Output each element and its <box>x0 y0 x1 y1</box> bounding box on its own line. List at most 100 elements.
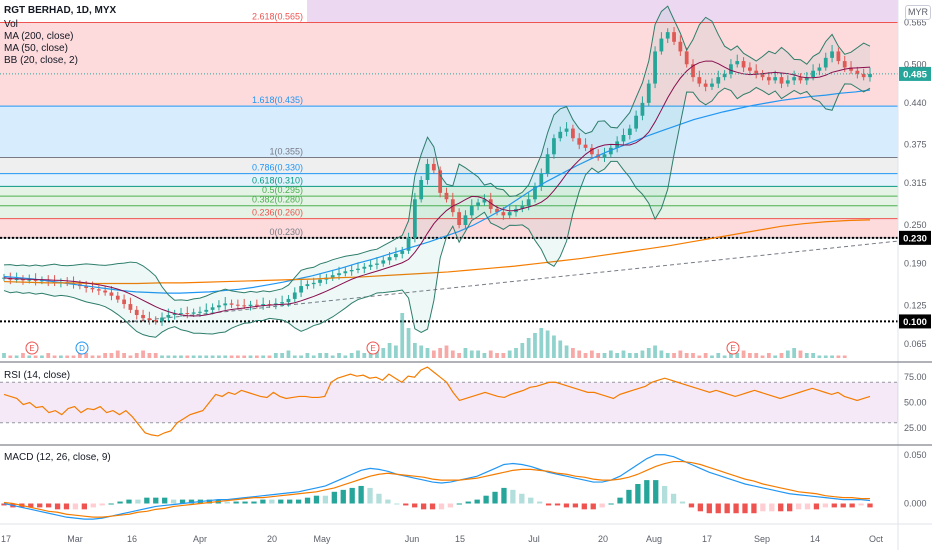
candle-body <box>634 115 638 129</box>
volume-bar <box>469 350 474 358</box>
volume-bar <box>299 355 303 358</box>
macd-signal-line <box>3 460 870 518</box>
candle-body <box>122 299 126 305</box>
event-marker <box>366 341 380 355</box>
volume-bar <box>356 350 360 358</box>
macd-histogram-bar <box>662 485 668 504</box>
macd-histogram-bar <box>742 503 748 514</box>
candle-body <box>261 304 266 306</box>
volume-bar <box>589 350 594 358</box>
macd-histogram-bar <box>724 503 730 514</box>
legend-ma200: MA (200, close) <box>4 31 74 42</box>
macd-histogram-bar <box>412 503 418 508</box>
candle-body <box>394 253 398 258</box>
time-tick-label: 15 <box>455 534 465 544</box>
macd-histogram-bar <box>322 495 329 504</box>
volume-bar <box>577 350 582 358</box>
candle-body <box>286 298 291 303</box>
fib-label: 1.618(0.435) <box>252 95 303 105</box>
macd-histogram-bar <box>697 503 704 512</box>
candle-body <box>577 138 582 145</box>
candle-body <box>476 202 480 206</box>
candle-body <box>191 312 196 314</box>
volume-bar <box>128 355 133 358</box>
macd-histogram-bar <box>54 503 61 510</box>
volume-bar <box>261 355 266 358</box>
macd-histogram-bar <box>367 487 373 504</box>
candle-body <box>539 173 544 187</box>
candle-body <box>463 215 468 225</box>
volume-bar <box>545 330 550 358</box>
candle-body <box>571 128 575 139</box>
macd-tick-label: 0.000 <box>904 499 927 509</box>
macd-histogram-bar <box>831 503 837 508</box>
currency-label[interactable]: MYR <box>905 5 931 20</box>
candle-body <box>488 199 493 209</box>
last-price-label: 0.485 <box>903 69 927 80</box>
candle-body <box>273 303 278 305</box>
macd-histogram-bar <box>733 503 739 514</box>
candle-body <box>703 83 708 87</box>
candle-body <box>830 51 834 58</box>
volume-bar <box>558 340 563 358</box>
candle-body <box>710 83 714 87</box>
price-tick-label: 0.440 <box>904 98 927 108</box>
macd-histogram-bar <box>81 503 88 510</box>
macd-histogram-bar <box>795 503 802 510</box>
volume-bar <box>153 353 158 358</box>
candle-body <box>672 32 676 42</box>
macd-histogram-bar <box>617 497 623 504</box>
macd-histogram-bar <box>706 503 712 514</box>
candle-body <box>299 286 303 293</box>
volume-bar <box>760 355 765 358</box>
macd-histogram-bar <box>492 491 498 504</box>
candle-body <box>722 73 727 78</box>
volume-bar <box>779 353 784 358</box>
volume-bar <box>634 353 638 358</box>
symbol-title: RGT BERHAD, 1D, MYX <box>4 5 117 16</box>
candle-body <box>552 138 556 155</box>
volume-bar <box>381 348 386 358</box>
macd-histogram-bar <box>313 495 320 504</box>
price-tick-label: 0.375 <box>904 140 927 150</box>
volume-bar <box>754 353 759 358</box>
volume-bar <box>419 345 424 358</box>
volume-bar <box>14 355 19 358</box>
volume-bar <box>457 353 462 358</box>
candle-body <box>741 61 746 68</box>
candle-body <box>589 147 594 155</box>
volume-bar <box>482 353 487 358</box>
volume-bar <box>514 348 518 358</box>
rsi-tick-label: 75.00 <box>904 372 927 382</box>
event-marker-label: E <box>370 344 375 353</box>
volume-bar <box>602 353 607 358</box>
candle-body <box>469 205 474 216</box>
macd-histogram-bar <box>90 503 96 508</box>
candle-body <box>229 303 234 305</box>
volume-bar <box>46 353 51 358</box>
macd-histogram-bar <box>510 489 516 504</box>
candle-body <box>172 313 177 315</box>
last-price-badge <box>899 66 931 81</box>
volume-bar <box>520 343 525 358</box>
candle-body <box>33 279 38 281</box>
candle-body <box>495 208 499 213</box>
candle-body <box>368 264 373 267</box>
volume-bar <box>191 355 196 358</box>
volume-bar <box>109 353 114 358</box>
candle-body <box>425 163 430 180</box>
macd-histogram-bar <box>233 501 239 504</box>
macd-histogram-bar <box>45 503 52 508</box>
fib-label: 2.618(0.565) <box>252 12 303 22</box>
candle-body <box>40 280 44 282</box>
candle-body <box>691 64 695 78</box>
macd-histogram-bar <box>626 489 632 504</box>
macd-histogram-bar <box>670 493 677 504</box>
volume-bar <box>84 353 89 358</box>
macd-histogram-bar <box>849 503 855 508</box>
volume-bar <box>659 350 664 358</box>
candle-body <box>520 205 525 209</box>
volume-bar <box>8 355 13 358</box>
